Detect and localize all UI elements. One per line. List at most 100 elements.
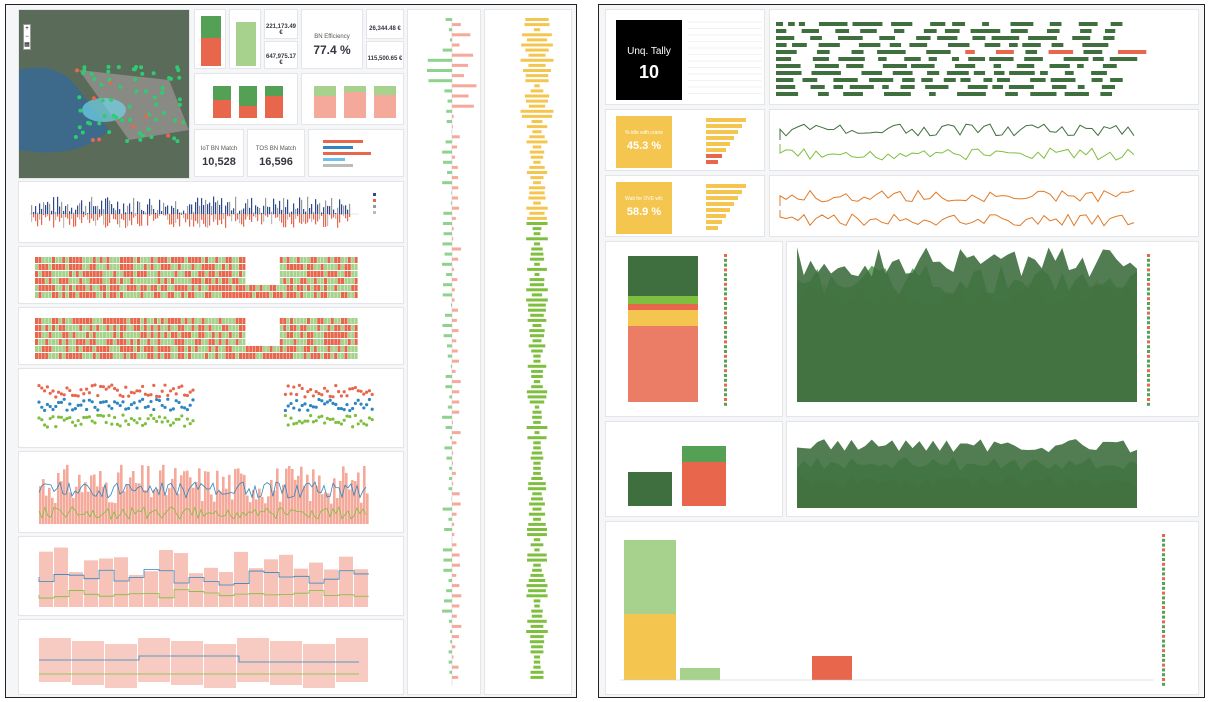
rank-bar xyxy=(533,160,541,164)
strip-cell xyxy=(341,292,344,298)
step-line-green xyxy=(38,589,369,599)
legend-swatch xyxy=(724,393,727,397)
histogram-bar-down xyxy=(73,214,75,227)
strip-cell xyxy=(154,264,157,270)
kpi-bar xyxy=(706,136,734,140)
zoom-in-button[interactable]: + xyxy=(25,26,29,32)
gantt-bar xyxy=(1005,92,1018,96)
gantt-bar xyxy=(776,29,787,33)
map-marker xyxy=(109,97,114,102)
strip-cell xyxy=(92,271,96,277)
strip-cell xyxy=(273,264,276,270)
twocol-a xyxy=(628,472,672,506)
strip-cell xyxy=(307,318,310,324)
histogram-bar-up xyxy=(133,197,135,214)
strip-cell xyxy=(242,264,246,270)
histogram-bar-up xyxy=(243,208,245,214)
strip-cell xyxy=(344,318,348,324)
histogram-bar-up xyxy=(309,207,311,214)
strip-cell xyxy=(330,271,334,277)
map-marker xyxy=(100,98,105,103)
rank-bar xyxy=(531,614,543,618)
bottom-column-panel xyxy=(605,521,1199,695)
scatter-point xyxy=(323,421,327,425)
strip-cell xyxy=(75,339,79,345)
gantt-bar xyxy=(816,50,830,54)
histogram-bar-up xyxy=(63,210,65,214)
mixed-bar xyxy=(78,474,81,524)
strip-cell xyxy=(313,264,317,270)
rank-bar xyxy=(532,507,542,511)
strip-cell xyxy=(269,264,273,270)
histogram-bar-down xyxy=(229,214,231,217)
strip-cell xyxy=(72,278,76,284)
map-marker xyxy=(134,89,139,94)
histogram-bar-down xyxy=(317,214,319,222)
scatter-point xyxy=(325,400,329,404)
strip-cell xyxy=(177,271,181,277)
strip-cell xyxy=(35,257,38,263)
strip-cell xyxy=(310,257,314,263)
scatter-point xyxy=(334,383,338,388)
map-zoom-controls[interactable]: + − ▦ xyxy=(23,24,31,50)
strip-cell xyxy=(191,339,195,345)
zoom-out-button[interactable]: − xyxy=(25,34,29,40)
histogram-bar-up xyxy=(171,205,173,214)
gantt-bar xyxy=(984,43,1001,47)
histogram-bar-down xyxy=(105,214,107,228)
strip-cell xyxy=(215,339,219,345)
strip-cell xyxy=(154,278,157,284)
scatter-point xyxy=(365,423,369,427)
kpi-value-2: 58.9 % xyxy=(626,206,662,218)
histogram-bar-up xyxy=(173,207,175,214)
strip-cell xyxy=(79,325,83,331)
strip-cell xyxy=(262,257,266,263)
scatter-point xyxy=(155,419,159,423)
scatter-point xyxy=(146,393,150,397)
strip-cell xyxy=(174,353,178,359)
step-bar xyxy=(324,569,338,607)
list-bar xyxy=(442,415,452,419)
scatter-point xyxy=(337,390,341,394)
strip-cell xyxy=(347,292,351,298)
scatter-point xyxy=(59,400,64,404)
histogram-bar-down xyxy=(231,214,233,222)
strip-cell xyxy=(137,257,140,263)
strip-cell xyxy=(52,353,55,359)
strip-cell xyxy=(147,278,151,284)
strip-cell xyxy=(225,257,229,263)
histogram-bar-up xyxy=(45,205,47,214)
histogram-bar-up xyxy=(185,213,187,214)
strip-cell xyxy=(41,346,45,352)
map-panel[interactable]: + − ▦ xyxy=(18,9,190,179)
histogram-bar-down xyxy=(335,214,337,219)
strip-cell xyxy=(113,271,117,277)
rank-bar xyxy=(526,171,548,174)
strip-cell xyxy=(188,339,191,345)
legend-swatch xyxy=(1162,668,1165,672)
histogram-bar-down xyxy=(235,214,237,222)
mixed-bar xyxy=(246,495,249,524)
strip-cell xyxy=(341,257,344,263)
strip-cell xyxy=(177,257,181,263)
gantt-bar xyxy=(1050,78,1076,82)
legend-swatch xyxy=(1147,254,1150,257)
scatter-point xyxy=(152,416,156,421)
map-svg[interactable] xyxy=(19,10,190,179)
map-layer-icon[interactable]: ▦ xyxy=(24,42,30,48)
gantt-bar xyxy=(1091,71,1107,75)
scatter-point xyxy=(110,406,114,411)
strip-cell xyxy=(290,292,293,298)
strip-cell xyxy=(99,325,103,331)
scatter-point xyxy=(43,423,47,427)
histogram-bar-up xyxy=(83,211,85,214)
strip-cell xyxy=(177,278,181,284)
histogram-bar-up xyxy=(127,205,129,214)
strip-cell xyxy=(351,271,355,277)
strip-cell xyxy=(106,271,110,277)
histogram-bar-up xyxy=(325,200,327,214)
strip-cell xyxy=(96,285,100,291)
left-dashboard: + − ▦ 221,173.49 € 647,975.17 € BN Effic… xyxy=(5,4,577,698)
mixed-bar xyxy=(225,488,228,524)
list-bar xyxy=(447,171,452,174)
